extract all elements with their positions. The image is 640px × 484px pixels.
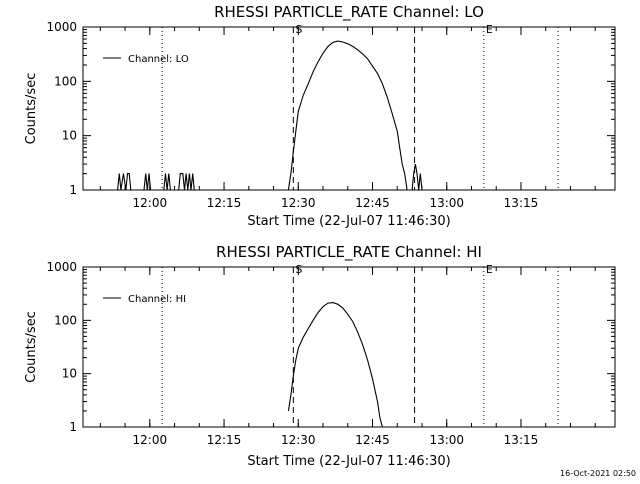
y-axis-label: Counts/sec bbox=[24, 311, 39, 383]
x-tick-label: 12:45 bbox=[355, 433, 390, 447]
y-tick-label: 10 bbox=[62, 129, 77, 143]
time-marker-label: S bbox=[295, 263, 302, 276]
time-marker-label: E bbox=[486, 263, 493, 276]
y-tick-label: 1000 bbox=[46, 20, 77, 34]
x-tick-label: 12:30 bbox=[281, 433, 316, 447]
legend-entry: Channel: LO bbox=[128, 54, 189, 65]
series-line-0 bbox=[117, 40, 423, 190]
y-tick-label: 1 bbox=[69, 420, 77, 434]
plot-frame bbox=[82, 266, 616, 428]
time-marker-label: S bbox=[295, 23, 302, 36]
x-tick-label: 12:00 bbox=[133, 196, 168, 210]
plot-timestamp: 16-Oct-2021 02:50 bbox=[560, 469, 636, 478]
y-tick-label: 1000 bbox=[46, 260, 77, 274]
chart-title: RHESSI PARTICLE_RATE Channel: HI bbox=[216, 243, 482, 262]
x-axis-label: Start Time (22-Jul-07 11:46:30) bbox=[247, 454, 450, 469]
chart-title: RHESSI PARTICLE_RATE Channel: LO bbox=[214, 3, 484, 22]
chart-panel-1: RHESSI PARTICLE_RATE Channel: HI 1 10 100 10… bbox=[24, 243, 616, 469]
y-tick-label: 10 bbox=[62, 367, 77, 381]
x-tick-label: 13:00 bbox=[429, 196, 464, 210]
y-tick-label: 1 bbox=[69, 183, 77, 197]
x-tick-label: 13:15 bbox=[504, 433, 539, 447]
x-tick-label: 12:45 bbox=[355, 196, 390, 210]
chart-panel-0: RHESSI PARTICLE_RATE Channel: LO 1 10 100 10… bbox=[24, 3, 616, 229]
plot-frame bbox=[82, 26, 616, 191]
x-tick-label: 12:00 bbox=[133, 433, 168, 447]
x-tick-label: 12:15 bbox=[207, 433, 242, 447]
y-tick-label: 100 bbox=[54, 313, 77, 327]
x-tick-label: 13:15 bbox=[504, 196, 539, 210]
y-axis-label: Counts/sec bbox=[24, 73, 39, 145]
x-axis-label: Start Time (22-Jul-07 11:46:30) bbox=[247, 214, 450, 229]
series-line-0 bbox=[287, 302, 383, 427]
time-marker-label: E bbox=[486, 23, 493, 36]
x-tick-label: 12:30 bbox=[281, 196, 316, 210]
x-tick-label: 13:00 bbox=[429, 433, 464, 447]
legend-entry: Channel: HI bbox=[128, 294, 186, 305]
y-tick-label: 100 bbox=[54, 74, 77, 88]
x-tick-label: 12:15 bbox=[207, 196, 242, 210]
